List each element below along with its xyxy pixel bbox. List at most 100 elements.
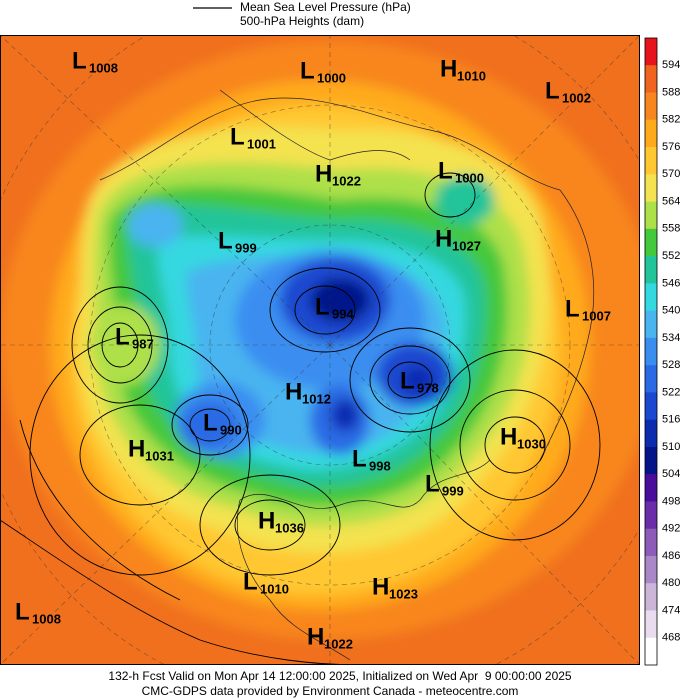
pressure-center: H 1023 [372,573,418,601]
colorbar-label: 498 [662,495,680,507]
footer-credit: CMC-GDPS data provided by Environment Ca… [142,684,519,698]
center-type: L [218,227,233,254]
colorbar-label: 558 [662,223,680,235]
colorbar-swatch [645,92,657,121]
colorbar-swatch [645,310,657,339]
pressure-center: L 1008 [15,598,61,626]
center-value: 990 [220,422,242,437]
pressure-center: H 1010 [440,55,486,83]
center-type: L [425,470,440,497]
colorbar-label: 486 [662,550,680,562]
center-value: 1008 [89,60,118,75]
center-value: 1010 [457,68,486,83]
colorbar: 594 588 582 576 570 564 558 552 546 540 534 528 522 5… [644,37,680,666]
colorbar-swatch [645,147,657,175]
center-value: 978 [417,380,439,395]
colorbar-label: 534 [662,332,680,344]
center-type: H [500,423,517,450]
colorbar-swatch [645,637,657,666]
colorbar-swatch [645,392,657,420]
center-type: L [72,47,87,74]
center-value: 1022 [332,173,361,188]
center-value: 1007 [582,308,611,323]
center-type: L [315,293,330,320]
height-field [0,40,640,640]
pressure-center: H 1036 [258,507,304,535]
colorbar-label: 540 [662,305,680,317]
center-value: 1000 [317,70,346,85]
pressure-center: L 1002 [545,77,591,105]
legend-pressure: Mean Sea Level Pressure (hPa) [240,0,411,14]
pressure-center: H 1022 [307,623,353,651]
legend-heights: 500-hPa Heights (dam) [240,14,364,28]
pressure-center: L 999 [425,470,464,498]
center-value: 1027 [452,238,481,253]
center-value: 1031 [145,448,174,463]
center-type: L [400,367,415,394]
colorbar-swatch [645,501,657,529]
center-type: H [307,623,324,650]
colorbar-label: 510 [662,441,680,453]
pressure-center: L 990 [203,409,242,437]
center-type: L [15,598,30,625]
center-value: 1002 [562,90,591,105]
colorbar-label: 564 [662,195,680,207]
colorbar-swatch [645,256,657,284]
center-type: H [315,160,332,187]
pressure-center: H 1012 [285,378,331,406]
center-type: H [372,573,389,600]
center-type: H [435,225,452,252]
colorbar-swatch [645,610,657,639]
colorbar-swatch [645,474,657,502]
colorbar-label: 504 [662,468,680,480]
center-type: H [285,378,302,405]
pressure-center: L 994 [315,293,354,321]
center-value: 1001 [247,136,276,151]
colorbar-swatch [645,446,657,475]
pressure-center: L 987 [115,323,154,351]
colorbar-label: 528 [662,359,680,371]
colorbar-swatch [645,583,657,611]
colorbar-frame [644,37,658,666]
center-value: 994 [332,306,354,321]
isobars [0,172,601,665]
center-type: L [352,445,367,472]
center-value: 998 [369,458,391,473]
colorbar-swatch [645,528,657,557]
colorbar-swatch [645,201,657,230]
center-value: 1000 [455,170,484,185]
colorbar-swatch [645,38,657,66]
colorbar-swatch [645,419,657,448]
colorbar-label: 576 [662,141,680,153]
center-type: H [440,55,457,82]
colorbar-swatch [645,365,657,393]
colorbar-swatch [645,65,657,93]
center-value: 1022 [324,636,353,651]
center-value: 1023 [389,586,418,601]
center-value: 999 [235,240,257,255]
center-value: 987 [132,336,154,351]
center-type: H [128,435,145,462]
center-value: 1012 [302,391,331,406]
center-type: L [438,157,453,184]
center-type: L [545,77,560,104]
pressure-center: L 978 [400,367,439,395]
pressure-center: L 1000 [438,157,484,185]
colorbar-swatch [645,337,657,366]
pressure-center: L 1010 [243,568,289,596]
footer-valid: 132-h Fcst Valid on Mon Apr 14 12:00:00 … [108,669,572,683]
colorbar-swatch [645,555,657,584]
colorbar-label: 570 [662,168,680,180]
colorbar-label: 594 [662,59,680,71]
pressure-center: L 1001 [230,123,276,151]
center-type: L [243,568,258,595]
colorbar-label: 582 [662,114,680,126]
map-frame [0,35,640,665]
colorbar-label: 474 [662,604,680,616]
pressure-center: L 1000 [300,57,346,85]
colorbar-label: 480 [662,577,680,589]
